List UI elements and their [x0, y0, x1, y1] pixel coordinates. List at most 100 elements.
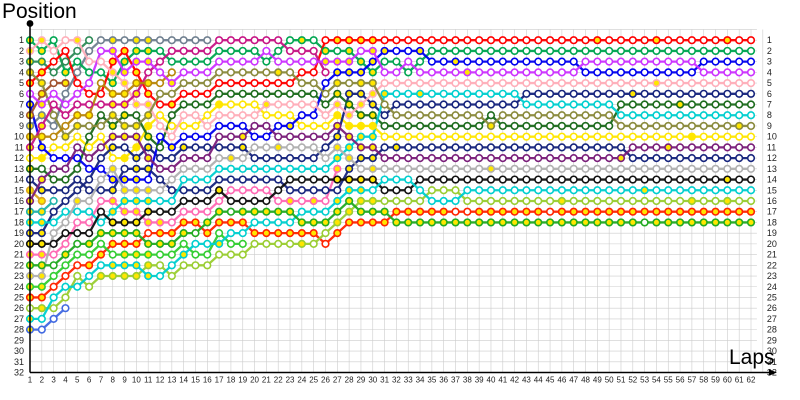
svg-text:11: 11	[144, 376, 153, 385]
svg-text:10: 10	[132, 376, 141, 385]
svg-text:25: 25	[309, 376, 318, 385]
svg-text:21: 21	[262, 376, 271, 385]
svg-text:8: 8	[767, 110, 772, 120]
svg-text:26: 26	[14, 303, 24, 313]
svg-text:18: 18	[226, 376, 235, 385]
svg-text:5: 5	[19, 78, 24, 88]
svg-text:40: 40	[487, 376, 496, 385]
svg-text:29: 29	[14, 335, 24, 345]
svg-text:59: 59	[711, 376, 720, 385]
svg-text:4: 4	[19, 67, 24, 77]
svg-text:31: 31	[14, 357, 24, 367]
svg-text:4: 4	[767, 67, 772, 77]
svg-text:1: 1	[28, 376, 33, 385]
svg-text:11: 11	[767, 142, 776, 152]
svg-text:19: 19	[14, 228, 24, 238]
svg-text:10: 10	[767, 132, 777, 142]
svg-text:19: 19	[767, 228, 777, 238]
svg-text:60: 60	[723, 376, 732, 385]
svg-text:30: 30	[14, 346, 24, 356]
svg-text:13: 13	[14, 164, 24, 174]
svg-text:14: 14	[767, 175, 777, 185]
svg-text:29: 29	[356, 376, 365, 385]
svg-text:44: 44	[534, 376, 543, 385]
svg-text:24: 24	[14, 282, 24, 292]
svg-text:13: 13	[167, 376, 176, 385]
svg-text:28: 28	[345, 376, 354, 385]
svg-text:5: 5	[767, 78, 772, 88]
svg-text:5: 5	[75, 376, 80, 385]
svg-text:52: 52	[628, 376, 637, 385]
svg-text:6: 6	[87, 376, 92, 385]
svg-text:2: 2	[40, 376, 45, 385]
svg-text:17: 17	[14, 207, 24, 217]
svg-text:50: 50	[605, 376, 614, 385]
svg-text:32: 32	[14, 368, 24, 378]
svg-text:26: 26	[767, 303, 777, 313]
svg-text:46: 46	[557, 376, 566, 385]
svg-text:24: 24	[767, 282, 777, 292]
svg-text:29: 29	[767, 335, 777, 345]
svg-text:28: 28	[767, 325, 777, 335]
svg-text:2: 2	[19, 46, 24, 56]
svg-text:8: 8	[111, 376, 116, 385]
svg-text:3: 3	[767, 57, 772, 67]
svg-text:36: 36	[439, 376, 448, 385]
svg-text:27: 27	[767, 314, 777, 324]
svg-text:58: 58	[699, 376, 708, 385]
svg-text:21: 21	[767, 250, 777, 260]
svg-text:56: 56	[676, 376, 685, 385]
svg-text:15: 15	[191, 376, 200, 385]
svg-text:41: 41	[498, 376, 507, 385]
svg-text:23: 23	[767, 271, 777, 281]
svg-text:12: 12	[14, 153, 24, 163]
svg-text:6: 6	[767, 89, 772, 99]
svg-text:7: 7	[767, 100, 772, 110]
svg-text:33: 33	[404, 376, 413, 385]
svg-text:6: 6	[19, 89, 24, 99]
svg-text:9: 9	[767, 121, 772, 131]
svg-text:13: 13	[767, 164, 777, 174]
svg-text:14: 14	[179, 376, 188, 385]
svg-text:11: 11	[15, 142, 24, 152]
svg-text:38: 38	[463, 376, 472, 385]
svg-text:22: 22	[14, 260, 24, 270]
svg-text:34: 34	[416, 376, 425, 385]
svg-text:19: 19	[238, 376, 247, 385]
svg-text:7: 7	[19, 100, 24, 110]
svg-text:15: 15	[767, 185, 777, 195]
svg-text:47: 47	[569, 376, 578, 385]
svg-text:16: 16	[14, 196, 24, 206]
svg-text:27: 27	[333, 376, 342, 385]
svg-text:43: 43	[522, 376, 531, 385]
svg-text:16: 16	[767, 196, 777, 206]
svg-text:12: 12	[156, 376, 165, 385]
svg-text:49: 49	[593, 376, 602, 385]
svg-text:20: 20	[767, 239, 777, 249]
svg-text:1: 1	[19, 35, 24, 45]
svg-text:14: 14	[14, 175, 24, 185]
svg-text:48: 48	[581, 376, 590, 385]
svg-text:55: 55	[664, 376, 673, 385]
svg-text:31: 31	[380, 376, 389, 385]
svg-text:3: 3	[51, 376, 56, 385]
svg-text:20: 20	[14, 239, 24, 249]
svg-text:32: 32	[392, 376, 401, 385]
svg-text:9: 9	[19, 121, 24, 131]
svg-text:28: 28	[14, 325, 24, 335]
svg-text:17: 17	[767, 207, 777, 217]
svg-text:16: 16	[203, 376, 212, 385]
svg-text:39: 39	[475, 376, 484, 385]
svg-text:4: 4	[63, 376, 68, 385]
svg-text:51: 51	[617, 376, 626, 385]
svg-text:2: 2	[767, 46, 772, 56]
svg-text:20: 20	[250, 376, 259, 385]
svg-text:25: 25	[767, 292, 777, 302]
svg-text:21: 21	[14, 250, 24, 260]
svg-text:61: 61	[735, 376, 744, 385]
svg-text:23: 23	[14, 271, 24, 281]
svg-text:53: 53	[640, 376, 649, 385]
svg-text:8: 8	[19, 110, 24, 120]
svg-text:35: 35	[427, 376, 436, 385]
svg-text:7: 7	[99, 376, 104, 385]
